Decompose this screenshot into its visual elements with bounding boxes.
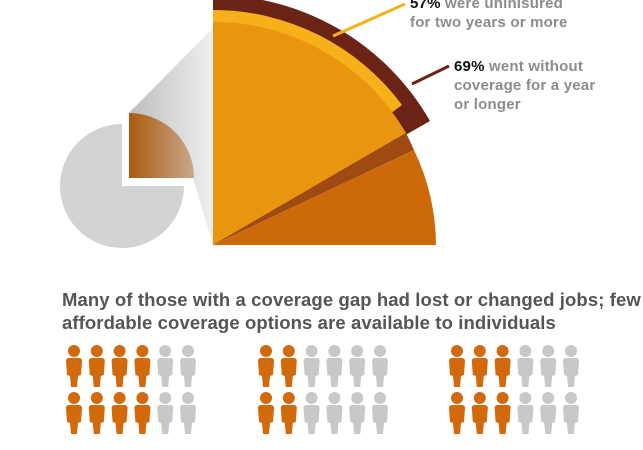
person-icon-empty — [372, 392, 388, 434]
person-icon-empty — [517, 345, 534, 387]
person-icon-empty — [157, 345, 174, 387]
person-icon-filled — [111, 392, 128, 434]
person-icon-empty — [326, 392, 343, 434]
pictogram-group-3 — [447, 345, 584, 450]
callout-57: 57% were uninisured for two years or mor… — [410, 0, 568, 32]
pictogram-group-2 — [256, 345, 393, 450]
person-icon-filled — [88, 392, 105, 434]
person-icon-filled — [88, 345, 105, 387]
person-icon-empty — [349, 392, 366, 434]
pie-graphic — [60, 0, 450, 248]
callout-57-value: 57% — [410, 0, 441, 12]
person-icon-empty — [180, 392, 196, 434]
person-icon-filled — [66, 392, 82, 434]
person-icon-filled — [280, 392, 297, 434]
callout-69-value: 69% — [454, 58, 485, 75]
person-icon-filled — [494, 392, 511, 434]
person-icon-filled — [471, 345, 488, 387]
pie-slice-light — [213, 21, 406, 245]
leader-line-69 — [411, 64, 450, 86]
person-icon-filled — [66, 345, 82, 387]
person-icon-empty — [349, 345, 366, 387]
small-pie-highlighted-slice — [129, 113, 194, 178]
section-heading: Many of those with a coverage gap had lo… — [62, 289, 641, 333]
person-icon-filled — [449, 392, 465, 434]
person-icon-filled — [280, 345, 297, 387]
person-icon-filled — [134, 345, 151, 387]
pie-slice-dark — [213, 150, 436, 245]
callout-57-line2: for two years or more — [410, 14, 568, 31]
person-icon-filled — [449, 345, 465, 387]
person-icon-empty — [540, 345, 557, 387]
person-icon-empty — [540, 392, 557, 434]
small-pie — [60, 124, 184, 248]
person-icon-filled — [494, 345, 511, 387]
callout-69-line1: went without — [489, 58, 584, 75]
person-icon-filled — [258, 392, 274, 434]
person-icon-filled — [134, 392, 151, 434]
callout-69-line2: coverage for a year — [454, 77, 596, 94]
person-icon-empty — [180, 345, 196, 387]
person-icon-empty — [303, 345, 320, 387]
leader-line-57 — [332, 2, 406, 38]
person-icon-empty — [563, 392, 579, 434]
callout-69-line3: or longer — [454, 96, 521, 113]
person-icon-filled — [258, 345, 274, 387]
person-icon-filled — [111, 345, 128, 387]
callout-57-line1: were uninisured — [445, 0, 564, 12]
person-icon-empty — [563, 345, 579, 387]
person-icon-empty — [157, 392, 174, 434]
person-icon-empty — [326, 345, 343, 387]
person-icon-empty — [517, 392, 534, 434]
pictogram-group-1 — [64, 345, 201, 450]
callout-69: 69% went without coverage for a year or … — [454, 57, 595, 114]
person-icon-empty — [303, 392, 320, 434]
person-icon-empty — [372, 345, 388, 387]
pie-slice-sliver — [213, 133, 414, 245]
person-icon-filled — [471, 392, 488, 434]
